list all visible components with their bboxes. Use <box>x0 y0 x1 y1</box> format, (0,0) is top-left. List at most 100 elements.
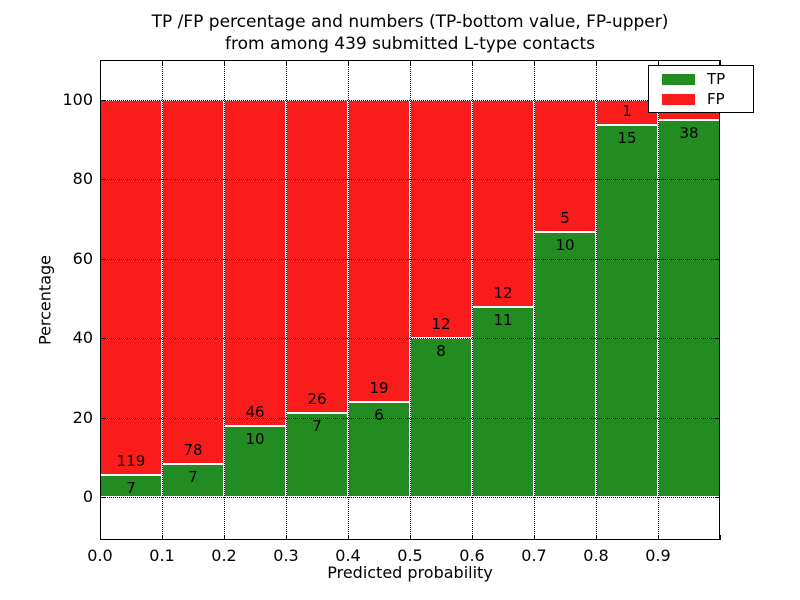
legend-label-fp: FP <box>707 89 725 108</box>
tp-count-label: 8 <box>436 342 446 361</box>
tp-count-label: 6 <box>374 405 384 424</box>
y-tick-label: 60 <box>72 248 93 268</box>
vertical-gridline <box>224 60 225 540</box>
y-tick-label: 80 <box>72 169 93 189</box>
x-tick-label: 0.1 <box>149 546 175 565</box>
x-tick-mark <box>162 535 163 540</box>
y-tick-mark <box>100 258 105 260</box>
fp-count-label: 26 <box>307 389 327 408</box>
x-tick-mark <box>224 60 225 65</box>
vertical-gridline <box>286 60 287 540</box>
x-tick-mark <box>720 60 721 65</box>
fp-count-label: 1 <box>622 101 632 120</box>
tp-count-label: 38 <box>679 123 699 142</box>
tp-bar-segment <box>658 119 720 497</box>
fp-bar-segment <box>224 100 286 427</box>
tp-count-label: 10 <box>245 430 265 449</box>
vertical-gridline <box>596 60 597 540</box>
x-tick-label: 0.8 <box>583 546 609 565</box>
x-tick-mark <box>286 60 287 65</box>
tp-bar-segment <box>472 307 534 497</box>
y-tick-mark <box>715 497 720 498</box>
x-tick-mark <box>720 535 721 540</box>
fp-count-label: 12 <box>493 284 513 303</box>
x-tick-mark <box>410 535 411 540</box>
fp-bar-segment <box>348 100 410 402</box>
vertical-gridline <box>410 60 411 540</box>
legend-item-tp: TP <box>649 69 753 88</box>
x-tick-mark <box>348 60 349 65</box>
y-tick-mark <box>100 497 105 498</box>
tp-swatch-icon <box>662 73 695 85</box>
fp-count-label: 5 <box>560 209 570 228</box>
horizontal-gridline <box>100 179 720 181</box>
tp-count-label: 11 <box>493 311 513 330</box>
x-tick-mark <box>100 535 101 540</box>
fp-count-label: 12 <box>431 315 451 334</box>
horizontal-gridline <box>100 338 720 340</box>
x-tick-mark <box>596 535 597 540</box>
x-tick-mark <box>100 60 101 65</box>
x-tick-mark <box>534 535 535 540</box>
x-tick-mark <box>658 535 659 540</box>
tp-bar-segment <box>596 124 658 497</box>
fp-bar-segment <box>100 100 162 475</box>
fp-bar-segment <box>472 100 534 308</box>
y-tick-mark <box>715 179 720 181</box>
legend: TP FP <box>648 65 754 113</box>
y-tick-label: 100 <box>62 90 93 109</box>
y-tick-label: 20 <box>72 407 93 427</box>
tp-bar-segment <box>534 232 596 497</box>
horizontal-gridline <box>100 497 720 498</box>
y-tick-mark <box>715 258 720 260</box>
vertical-gridline <box>534 60 535 540</box>
fp-count-label: 119 <box>116 451 146 470</box>
fp-swatch-icon <box>662 93 695 105</box>
x-tick-label: 0.0 <box>87 546 113 565</box>
x-tick-label: 0.7 <box>521 546 547 565</box>
x-tick-label: 0.9 <box>645 546 671 565</box>
y-tick-mark <box>100 338 105 340</box>
fp-count-label: 78 <box>183 441 203 460</box>
horizontal-gridline <box>100 258 720 260</box>
x-tick-label: 0.3 <box>273 546 299 565</box>
x-tick-mark <box>534 60 535 65</box>
vertical-gridline <box>162 60 163 540</box>
vertical-gridline <box>348 60 349 540</box>
horizontal-gridline <box>100 417 720 419</box>
x-tick-mark <box>410 60 411 65</box>
x-tick-mark <box>596 60 597 65</box>
x-tick-mark <box>286 535 287 540</box>
legend-item-fp: FP <box>649 89 753 108</box>
tp-count-label: 7 <box>188 468 198 487</box>
tp-bar-segment <box>162 464 224 497</box>
y-tick-mark <box>100 417 105 419</box>
chart-title: TP /FP percentage and numbers (TP-bottom… <box>10 11 800 55</box>
y-tick-mark <box>715 338 720 340</box>
x-tick-mark <box>472 535 473 540</box>
y-tick-label: 0 <box>82 487 93 506</box>
x-tick-mark <box>472 60 473 65</box>
tp-bar-segment <box>286 412 348 497</box>
x-tick-mark <box>348 535 349 540</box>
y-tick-mark <box>715 417 720 419</box>
vertical-gridline <box>472 60 473 540</box>
y-tick-mark <box>100 100 105 101</box>
fp-bar-segment <box>286 100 348 413</box>
x-tick-label: 0.5 <box>397 546 423 565</box>
y-tick-label: 40 <box>72 328 93 348</box>
chart-title-line1: TP /FP percentage and numbers (TP-bottom… <box>151 12 669 32</box>
x-tick-label: 0.4 <box>335 546 361 565</box>
chart-title-line2: from among 439 submitted L-type contacts <box>224 34 595 54</box>
tp-bar-segment <box>410 338 472 497</box>
y-tick-mark <box>100 179 105 181</box>
fp-bar-segment <box>162 100 224 465</box>
x-axis-label: Predicted probability <box>327 563 493 582</box>
fp-count-label: 19 <box>369 378 389 397</box>
legend-label-tp: TP <box>707 69 726 88</box>
tp-count-label: 7 <box>312 416 322 435</box>
x-tick-mark <box>658 60 659 65</box>
x-tick-mark <box>162 60 163 65</box>
fp-bar-segment <box>410 100 472 339</box>
